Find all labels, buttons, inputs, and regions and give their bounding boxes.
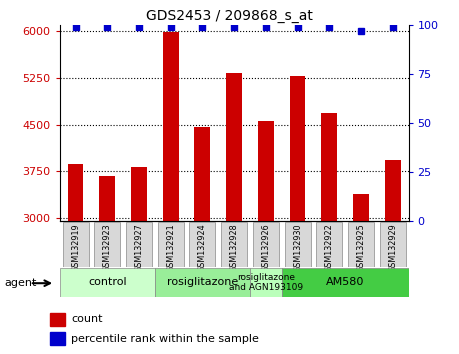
- Text: percentile rank within the sample: percentile rank within the sample: [71, 333, 259, 344]
- FancyBboxPatch shape: [316, 222, 342, 267]
- FancyBboxPatch shape: [348, 222, 374, 267]
- Text: count: count: [71, 314, 103, 325]
- FancyBboxPatch shape: [94, 222, 120, 267]
- Text: GSM132919: GSM132919: [71, 224, 80, 272]
- Bar: [50, 332, 65, 345]
- Bar: [290, 76, 305, 221]
- Bar: [50, 313, 65, 326]
- Text: GSM132925: GSM132925: [357, 224, 365, 272]
- Bar: [321, 113, 337, 221]
- FancyBboxPatch shape: [285, 222, 311, 267]
- Text: GSM132928: GSM132928: [230, 224, 239, 272]
- Text: rosiglitazone
and AGN193109: rosiglitazone and AGN193109: [229, 273, 303, 292]
- FancyBboxPatch shape: [250, 268, 282, 297]
- FancyBboxPatch shape: [190, 222, 215, 267]
- FancyBboxPatch shape: [155, 268, 250, 297]
- Text: rosiglitazone: rosiglitazone: [167, 277, 238, 287]
- FancyBboxPatch shape: [221, 222, 247, 267]
- Text: GSM132930: GSM132930: [293, 224, 302, 272]
- Text: control: control: [88, 277, 127, 287]
- FancyBboxPatch shape: [62, 222, 89, 267]
- FancyBboxPatch shape: [380, 222, 406, 267]
- Bar: [385, 160, 401, 221]
- Text: GSM132922: GSM132922: [325, 224, 334, 272]
- Bar: [258, 121, 274, 221]
- Bar: [195, 127, 210, 221]
- Bar: [163, 32, 179, 221]
- Bar: [67, 164, 84, 221]
- Text: GSM132921: GSM132921: [166, 224, 175, 272]
- FancyBboxPatch shape: [126, 222, 152, 267]
- Bar: [131, 167, 147, 221]
- Text: agent: agent: [5, 278, 37, 288]
- FancyBboxPatch shape: [282, 268, 409, 297]
- Text: GSM132926: GSM132926: [261, 224, 270, 272]
- Text: GDS2453 / 209868_s_at: GDS2453 / 209868_s_at: [146, 9, 313, 23]
- Bar: [353, 194, 369, 221]
- Text: GSM132927: GSM132927: [134, 224, 144, 272]
- Text: GSM132923: GSM132923: [103, 224, 112, 272]
- FancyBboxPatch shape: [60, 268, 155, 297]
- Text: GSM132929: GSM132929: [388, 224, 397, 272]
- Bar: [99, 176, 115, 221]
- FancyBboxPatch shape: [157, 222, 184, 267]
- Text: AM580: AM580: [326, 277, 364, 287]
- Text: GSM132924: GSM132924: [198, 224, 207, 272]
- FancyBboxPatch shape: [253, 222, 279, 267]
- Bar: [226, 73, 242, 221]
